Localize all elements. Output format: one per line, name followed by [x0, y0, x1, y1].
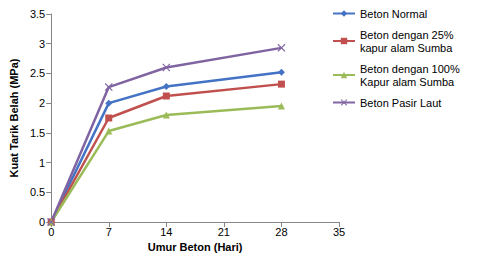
svg-text:1.5: 1.5: [30, 127, 45, 139]
svg-text:0.5: 0.5: [30, 186, 45, 198]
svg-text:35: 35: [333, 226, 345, 238]
svg-text:14: 14: [160, 226, 172, 238]
svg-text:2: 2: [39, 97, 45, 109]
svg-text:Beton dengan 100%: Beton dengan 100%: [360, 63, 463, 75]
svg-text:3: 3: [39, 38, 45, 50]
svg-text:Beton Normal: Beton Normal: [360, 8, 427, 20]
svg-text:Kuat Tarik Belah (MPa): Kuat Tarik Belah (MPa): [8, 58, 20, 177]
svg-text:3.5: 3.5: [30, 8, 45, 20]
svg-text:1: 1: [39, 157, 45, 169]
svg-text:2.5: 2.5: [30, 67, 45, 79]
svg-text:Beton Pasir Laut: Beton Pasir Laut: [360, 97, 441, 109]
svg-text:Kapur alam Sumba: Kapur alam Sumba: [360, 76, 455, 88]
svg-text:Beton dengan 25%: Beton dengan 25%: [360, 29, 457, 41]
svg-text:Umur Beton (Hari): Umur Beton (Hari): [148, 241, 243, 253]
svg-text:kapur alam Sumba: kapur alam Sumba: [360, 42, 453, 54]
svg-text:0: 0: [39, 216, 45, 228]
svg-text:7: 7: [106, 226, 112, 238]
svg-text:28: 28: [275, 226, 287, 238]
svg-text:21: 21: [218, 226, 230, 238]
svg-text:0: 0: [48, 226, 54, 238]
